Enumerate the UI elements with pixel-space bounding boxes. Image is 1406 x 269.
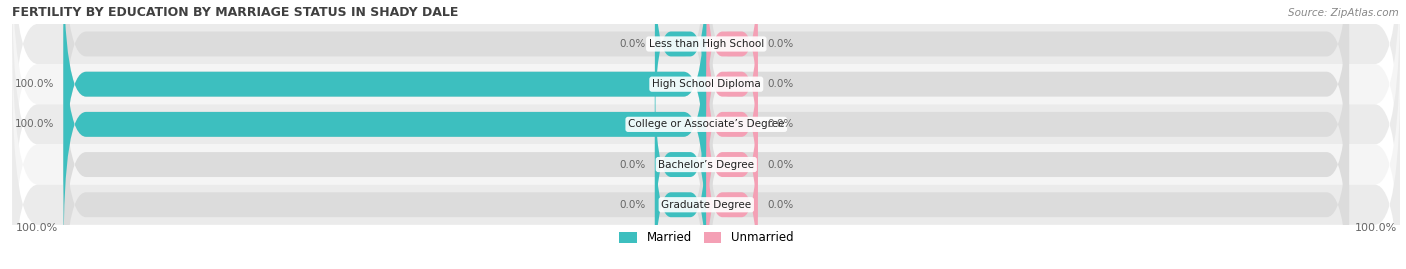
FancyBboxPatch shape (706, 0, 1348, 212)
FancyBboxPatch shape (706, 36, 1348, 269)
Text: 0.0%: 0.0% (619, 200, 645, 210)
FancyBboxPatch shape (63, 36, 706, 269)
FancyBboxPatch shape (13, 24, 1400, 269)
Text: College or Associate’s Degree: College or Associate’s Degree (628, 119, 785, 129)
FancyBboxPatch shape (706, 77, 758, 253)
FancyBboxPatch shape (63, 0, 706, 212)
Text: 0.0%: 0.0% (619, 160, 645, 169)
Text: 0.0%: 0.0% (768, 200, 793, 210)
Text: 0.0%: 0.0% (619, 39, 645, 49)
FancyBboxPatch shape (13, 0, 1400, 225)
Text: 100.0%: 100.0% (15, 223, 58, 233)
Text: High School Diploma: High School Diploma (652, 79, 761, 89)
Text: FERTILITY BY EDUCATION BY MARRIAGE STATUS IN SHADY DALE: FERTILITY BY EDUCATION BY MARRIAGE STATU… (13, 6, 458, 19)
Text: 0.0%: 0.0% (768, 119, 793, 129)
FancyBboxPatch shape (706, 0, 758, 172)
FancyBboxPatch shape (706, 117, 758, 269)
Text: Less than High School: Less than High School (648, 39, 763, 49)
Text: 0.0%: 0.0% (768, 79, 793, 89)
FancyBboxPatch shape (706, 36, 758, 212)
FancyBboxPatch shape (63, 77, 706, 269)
Text: 100.0%: 100.0% (14, 79, 53, 89)
Text: 0.0%: 0.0% (768, 160, 793, 169)
Text: Bachelor’s Degree: Bachelor’s Degree (658, 160, 754, 169)
FancyBboxPatch shape (706, 0, 758, 132)
FancyBboxPatch shape (13, 0, 1400, 265)
FancyBboxPatch shape (63, 0, 706, 253)
Text: 100.0%: 100.0% (1355, 223, 1398, 233)
Text: Source: ZipAtlas.com: Source: ZipAtlas.com (1288, 8, 1399, 18)
FancyBboxPatch shape (63, 0, 706, 172)
Text: Graduate Degree: Graduate Degree (661, 200, 751, 210)
FancyBboxPatch shape (13, 64, 1400, 269)
FancyBboxPatch shape (706, 0, 1348, 172)
Text: 100.0%: 100.0% (14, 119, 53, 129)
FancyBboxPatch shape (13, 0, 1400, 185)
FancyBboxPatch shape (706, 77, 1348, 269)
Legend: Married, Unmarried: Married, Unmarried (614, 226, 799, 249)
FancyBboxPatch shape (655, 77, 706, 253)
Text: 0.0%: 0.0% (768, 39, 793, 49)
FancyBboxPatch shape (655, 117, 706, 269)
FancyBboxPatch shape (63, 0, 706, 253)
FancyBboxPatch shape (63, 0, 706, 212)
FancyBboxPatch shape (706, 0, 1348, 253)
FancyBboxPatch shape (655, 0, 706, 132)
